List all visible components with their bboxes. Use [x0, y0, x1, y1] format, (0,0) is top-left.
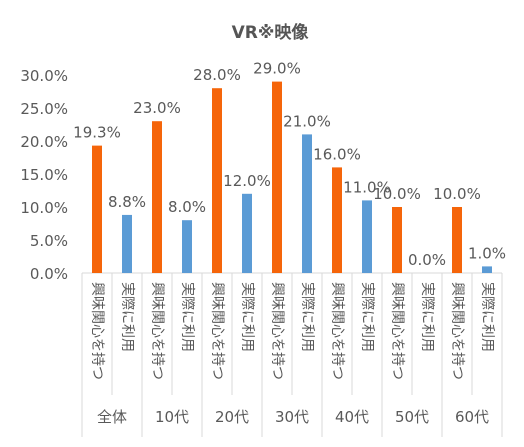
group-label: 10代: [155, 408, 189, 426]
group-label: 全体: [97, 408, 127, 426]
group-label: 40代: [335, 408, 369, 426]
category-label: 実際に利用: [419, 282, 435, 352]
data-labels: 19.3% 8.8% 23.0% 8.0% 28.0% 12.0% 29.0% 21.0% 16…: [73, 60, 506, 269]
y-tick-label: 10.0%: [20, 199, 68, 217]
y-tick-label: 30.0%: [20, 67, 68, 85]
group-label: 50代: [395, 408, 429, 426]
category-label: 実際に利用: [119, 282, 135, 352]
category-label: 興味関心を持つ: [209, 282, 225, 380]
data-label: 0.0%: [408, 251, 446, 269]
data-label: 10.0%: [433, 185, 481, 203]
bar: [362, 200, 372, 273]
data-label: 1.0%: [468, 244, 506, 262]
category-label: 興味関心を持つ: [329, 282, 345, 380]
category-label: 実際に利用: [299, 282, 315, 352]
bar: [182, 220, 192, 273]
bar: [302, 134, 312, 273]
category-label: 興味関心を持つ: [269, 282, 285, 380]
bar: [122, 214, 132, 273]
group-label: 60代: [455, 408, 489, 426]
data-label: 21.0%: [283, 112, 331, 130]
group-label: 20代: [215, 408, 249, 426]
category-label: 実際に利用: [239, 282, 255, 352]
data-label: 8.0%: [168, 198, 206, 216]
bar: [242, 193, 252, 273]
data-label: 12.0%: [223, 172, 271, 190]
bar: [392, 207, 402, 273]
bar: [92, 145, 102, 273]
data-label: 28.0%: [193, 66, 241, 84]
y-tick-label: 5.0%: [30, 232, 68, 250]
category-label: 興味関心を持つ: [149, 282, 165, 380]
data-label: 19.3%: [73, 124, 121, 142]
group-labels: 全体 10代 20代 30代 40代 50代 60代: [97, 408, 489, 426]
y-tick-label: 0.0%: [30, 265, 68, 283]
bar: [272, 81, 282, 273]
category-label: 興味関心を持つ: [389, 282, 405, 380]
data-label: 11.0%: [343, 178, 391, 196]
bar: [332, 167, 342, 273]
category-label: 興味関心を持つ: [89, 282, 105, 380]
category-labels: 興味関心を持つ 実際に利用 興味関心を持つ 実際に利用 興味関心を持つ 実際に利用 興味関心…: [89, 282, 495, 380]
data-label: 16.0%: [313, 145, 361, 163]
category-label: 実際に利用: [179, 282, 195, 352]
y-tick-label: 15.0%: [20, 166, 68, 184]
group-label: 30代: [275, 408, 309, 426]
category-label: 実際に利用: [479, 282, 495, 352]
y-tick-label: 20.0%: [20, 133, 68, 151]
data-label: 10.0%: [373, 185, 421, 203]
chart-title: VR※映像: [232, 22, 310, 43]
category-label: 実際に利用: [359, 282, 375, 352]
category-axis-frame: [81, 272, 503, 437]
data-label: 23.0%: [133, 99, 181, 117]
bars: [92, 81, 492, 273]
data-label: 8.8%: [108, 193, 146, 211]
data-label: 29.0%: [253, 60, 301, 78]
category-label: 興味関心を持つ: [449, 282, 465, 380]
bar: [152, 121, 162, 273]
y-tick-label: 25.0%: [20, 100, 68, 118]
bar: [482, 266, 492, 273]
y-axis: 0.0% 5.0% 10.0% 15.0% 20.0% 25.0% 30.0%: [20, 67, 68, 283]
bar: [212, 88, 222, 273]
bar: [452, 207, 462, 273]
